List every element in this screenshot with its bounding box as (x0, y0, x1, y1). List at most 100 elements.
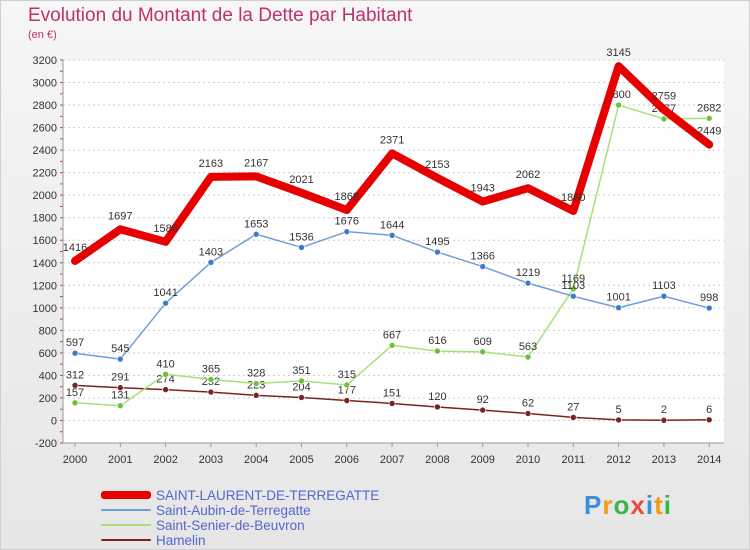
logo-letter: r (602, 490, 614, 520)
legend-item: Saint-Aubin-de-Terregatte (101, 502, 311, 518)
data-point (615, 304, 622, 312)
data-label: 157 (66, 387, 84, 399)
data-label: 1676 (335, 216, 359, 228)
data-point (524, 353, 532, 361)
proxiti-logo: Proxiti (584, 490, 672, 521)
x-tick-label: 2000 (63, 454, 87, 466)
legend-label: Saint-Senier-de-Beuvron (156, 517, 305, 533)
data-label: 312 (66, 369, 84, 381)
data-point (660, 115, 668, 123)
data-point (117, 384, 124, 391)
data-point (207, 376, 215, 383)
x-tick-label: 2011 (561, 454, 585, 466)
y-tick-label: 2200 (33, 168, 57, 180)
data-label: 1495 (425, 236, 449, 248)
y-tick-label: 2400 (33, 145, 57, 157)
data-point (71, 382, 79, 389)
data-label: 1366 (470, 251, 494, 263)
data-label: 291 (111, 372, 129, 384)
data-label: 2153 (425, 159, 449, 171)
data-label: 2759 (652, 91, 676, 103)
data-label: 2682 (697, 102, 721, 114)
data-label: 120 (428, 391, 446, 403)
data-point (162, 386, 169, 393)
data-label: 1001 (606, 292, 630, 304)
logo-letter: i (645, 490, 655, 520)
legend-label: Hamelin (156, 532, 206, 548)
y-tick-label: 400 (39, 370, 57, 382)
data-label: 2163 (199, 158, 223, 170)
data-label: 2449 (697, 126, 721, 138)
data-label: 2 (661, 404, 667, 416)
x-tick-label: 2001 (108, 454, 132, 466)
data-point (207, 259, 215, 266)
data-point (162, 370, 169, 378)
data-label: 667 (383, 329, 401, 341)
data-label: 204 (292, 381, 310, 393)
y-tick-label: 1400 (33, 258, 57, 270)
data-point (434, 347, 441, 355)
data-label: 27 (567, 401, 579, 413)
data-point (569, 292, 577, 300)
data-label: 5 (616, 404, 622, 416)
data-point (479, 348, 487, 356)
y-tick-label: 1000 (33, 303, 57, 315)
x-tick-label: 2005 (289, 454, 313, 466)
unit-label: (en €) (28, 29, 57, 41)
data-point (343, 381, 351, 389)
data-point (388, 342, 396, 349)
data-label: 351 (292, 365, 310, 377)
data-label: 616 (428, 335, 446, 347)
data-label: 1536 (289, 231, 313, 243)
chart-title: Evolution du Montant de la Dette par Hab… (28, 5, 413, 26)
y-tick-label: -200 (35, 438, 57, 450)
legend-item: Hamelin (101, 532, 206, 548)
data-point (524, 410, 532, 417)
logo-letter: o (613, 490, 631, 520)
data-label: 1697 (108, 210, 132, 222)
data-label: 2371 (380, 134, 404, 146)
data-label: 1219 (516, 267, 540, 279)
legend-label: Saint-Aubin-de-Terregatte (156, 502, 311, 518)
data-label: 177 (338, 385, 356, 397)
data-point (343, 397, 351, 404)
y-tick-label: 800 (39, 325, 57, 337)
data-point (434, 403, 441, 411)
data-point (434, 248, 441, 256)
data-point (71, 399, 79, 407)
y-tick-label: 2000 (33, 190, 57, 202)
data-label: 1169 (561, 273, 585, 285)
data-point (298, 394, 305, 401)
data-label: 6 (706, 404, 712, 416)
y-tick-label: 1200 (33, 280, 57, 292)
data-point (252, 230, 260, 238)
data-label: 62 (522, 397, 534, 409)
data-point (71, 349, 79, 357)
data-point (660, 292, 668, 300)
x-tick-label: 2003 (199, 454, 223, 466)
series-line (71, 62, 714, 265)
y-tick-label: 3200 (33, 55, 57, 67)
y-tick-label: 1600 (33, 235, 57, 247)
data-point (252, 392, 260, 399)
x-tick-label: 2008 (425, 454, 449, 466)
data-label: 609 (474, 336, 492, 348)
data-label: 2167 (244, 157, 268, 169)
data-label: 328 (247, 368, 265, 380)
x-tick-label: 2007 (380, 454, 404, 466)
data-label: 1103 (561, 280, 585, 292)
data-label: 1644 (380, 219, 404, 231)
data-point (569, 285, 577, 293)
data-label: 2062 (516, 169, 540, 181)
data-label: 1586 (153, 223, 177, 235)
y-tick-label: 0 (51, 415, 57, 427)
logo-letter: P (584, 490, 603, 520)
data-point (615, 101, 622, 109)
data-point (388, 400, 396, 407)
y-tick-label: 2800 (33, 100, 57, 112)
data-point (388, 231, 396, 239)
x-tick-label: 2013 (652, 454, 676, 466)
data-label: 1868 (335, 191, 359, 203)
y-tick-label: 3000 (33, 78, 57, 90)
data-point (569, 414, 577, 421)
